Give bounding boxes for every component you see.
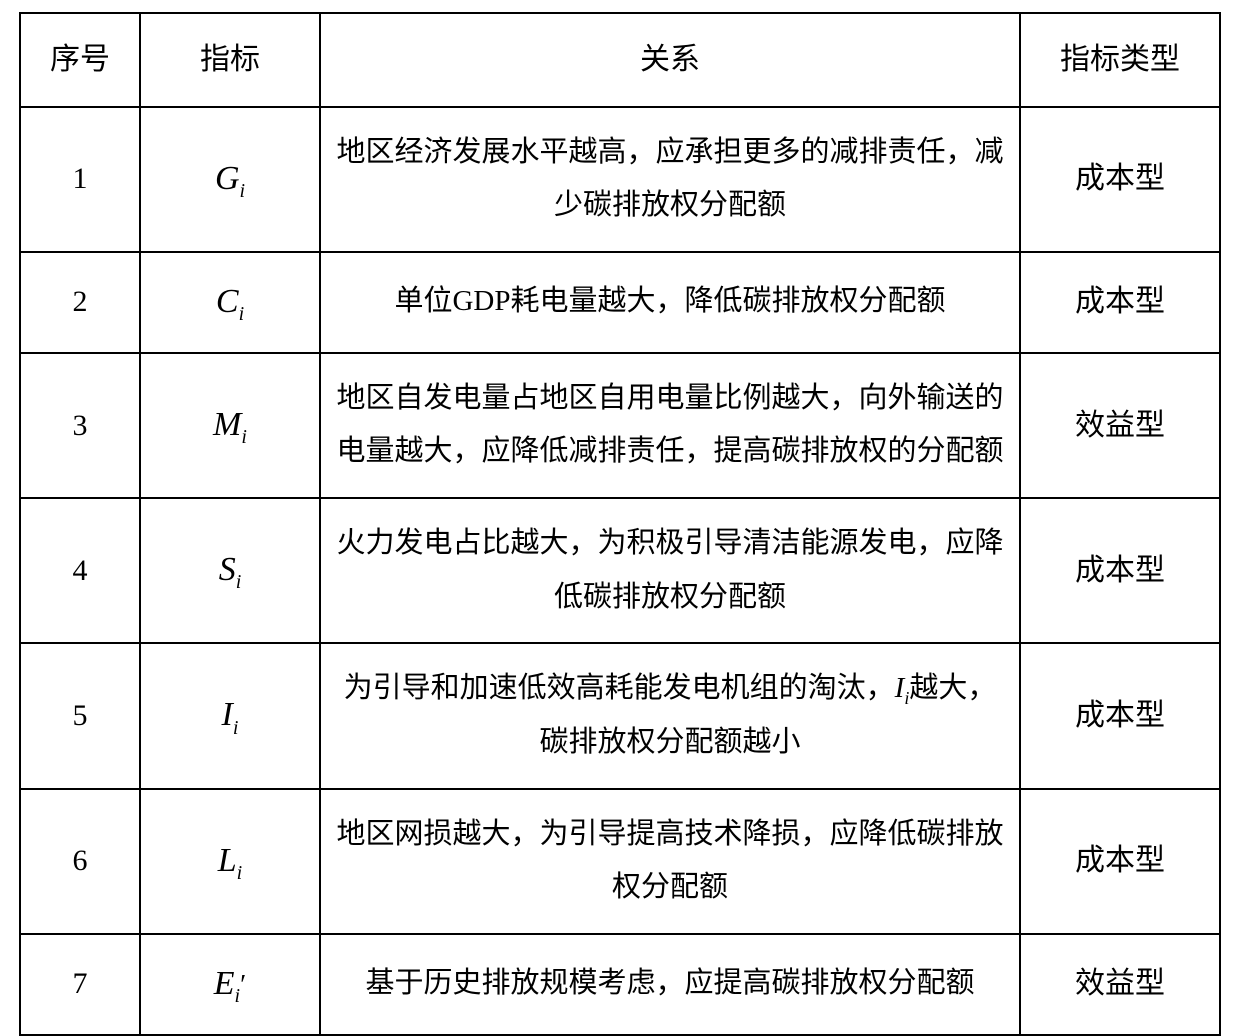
cell-seq: 5 <box>20 643 140 788</box>
cell-type: 成本型 <box>1020 252 1220 353</box>
cell-relation: 为引导和加速低效高耗能发电机组的淘汰，Ii越大，碳排放权分配额越小 <box>320 643 1020 788</box>
indicator-base: G <box>215 160 240 197</box>
cell-type: 效益型 <box>1020 934 1220 1035</box>
cell-relation: 地区自发电量占地区自用电量比例越大，向外输送的电量越大，应降低减排责任，提高碳排… <box>320 353 1020 498</box>
indicator-base: E <box>214 965 235 1002</box>
cell-type: 成本型 <box>1020 789 1220 934</box>
cell-indicator: Gi <box>140 107 320 252</box>
indicator-base: M <box>213 406 241 443</box>
cell-seq: 2 <box>20 252 140 353</box>
table-row: 5 Ii 为引导和加速低效高耗能发电机组的淘汰，Ii越大，碳排放权分配额越小 成… <box>20 643 1220 788</box>
cell-indicator: Si <box>140 498 320 643</box>
col-header-indicator: 指标 <box>140 13 320 107</box>
col-header-seq: 序号 <box>20 13 140 107</box>
table-row: 4 Si 火力发电占比越大，为积极引导清洁能源发电，应降低碳排放权分配额 成本型 <box>20 498 1220 643</box>
indicator-prime: ′ <box>240 970 246 1001</box>
indicator-base: I <box>222 696 233 733</box>
cell-type: 成本型 <box>1020 107 1220 252</box>
indicator-sub: i <box>237 862 243 884</box>
cell-type: 成本型 <box>1020 643 1220 788</box>
table-row: 7 Ei′ 基于历史排放规模考虑，应提高碳排放权分配额 效益型 <box>20 934 1220 1035</box>
cell-indicator: Ei′ <box>140 934 320 1035</box>
cell-seq: 3 <box>20 353 140 498</box>
table-row: 2 Ci 单位GDP耗电量越大，降低碳排放权分配额 成本型 <box>20 252 1220 353</box>
indicator-sub: i <box>233 717 239 739</box>
cell-type: 成本型 <box>1020 498 1220 643</box>
cell-seq: 6 <box>20 789 140 934</box>
indicator-sub: i <box>235 985 241 1007</box>
indicator-base: S <box>219 551 236 588</box>
table-row: 3 Mi 地区自发电量占地区自用电量比例越大，向外输送的电量越大，应降低减排责任… <box>20 353 1220 498</box>
col-header-relation: 关系 <box>320 13 1020 107</box>
relation-inline-symbol-base: I <box>895 672 905 704</box>
cell-indicator: Ii <box>140 643 320 788</box>
cell-relation: 地区经济发展水平越高，应承担更多的减排责任，减少碳排放权分配额 <box>320 107 1020 252</box>
table-header-row: 序号 指标 关系 指标类型 <box>20 13 1220 107</box>
indicator-sub: i <box>241 426 247 448</box>
indicator-sub: i <box>240 180 246 202</box>
indicator-table: 序号 指标 关系 指标类型 1 Gi 地区经济发展水平越高，应承担更多的减排责任… <box>19 12 1221 1036</box>
cell-relation: 基于历史排放规模考虑，应提高碳排放权分配额 <box>320 934 1020 1035</box>
cell-indicator: Mi <box>140 353 320 498</box>
col-header-type: 指标类型 <box>1020 13 1220 107</box>
cell-type: 效益型 <box>1020 353 1220 498</box>
indicator-sub: i <box>236 571 242 593</box>
cell-indicator: Ci <box>140 252 320 353</box>
cell-seq: 1 <box>20 107 140 252</box>
table-row: 1 Gi 地区经济发展水平越高，应承担更多的减排责任，减少碳排放权分配额 成本型 <box>20 107 1220 252</box>
cell-relation: 火力发电占比越大，为积极引导清洁能源发电，应降低碳排放权分配额 <box>320 498 1020 643</box>
cell-seq: 7 <box>20 934 140 1035</box>
cell-relation: 地区网损越大，为引导提高技术降损，应降低碳排放权分配额 <box>320 789 1020 934</box>
table-row: 6 Li 地区网损越大，为引导提高技术降损，应降低碳排放权分配额 成本型 <box>20 789 1220 934</box>
relation-text-pre: 为引导和加速低效高耗能发电机组的淘汰， <box>344 672 895 704</box>
indicator-sub: i <box>239 303 245 325</box>
indicator-base: L <box>218 842 237 879</box>
indicator-base: C <box>216 283 239 320</box>
cell-seq: 4 <box>20 498 140 643</box>
cell-relation: 单位GDP耗电量越大，降低碳排放权分配额 <box>320 252 1020 353</box>
cell-indicator: Li <box>140 789 320 934</box>
